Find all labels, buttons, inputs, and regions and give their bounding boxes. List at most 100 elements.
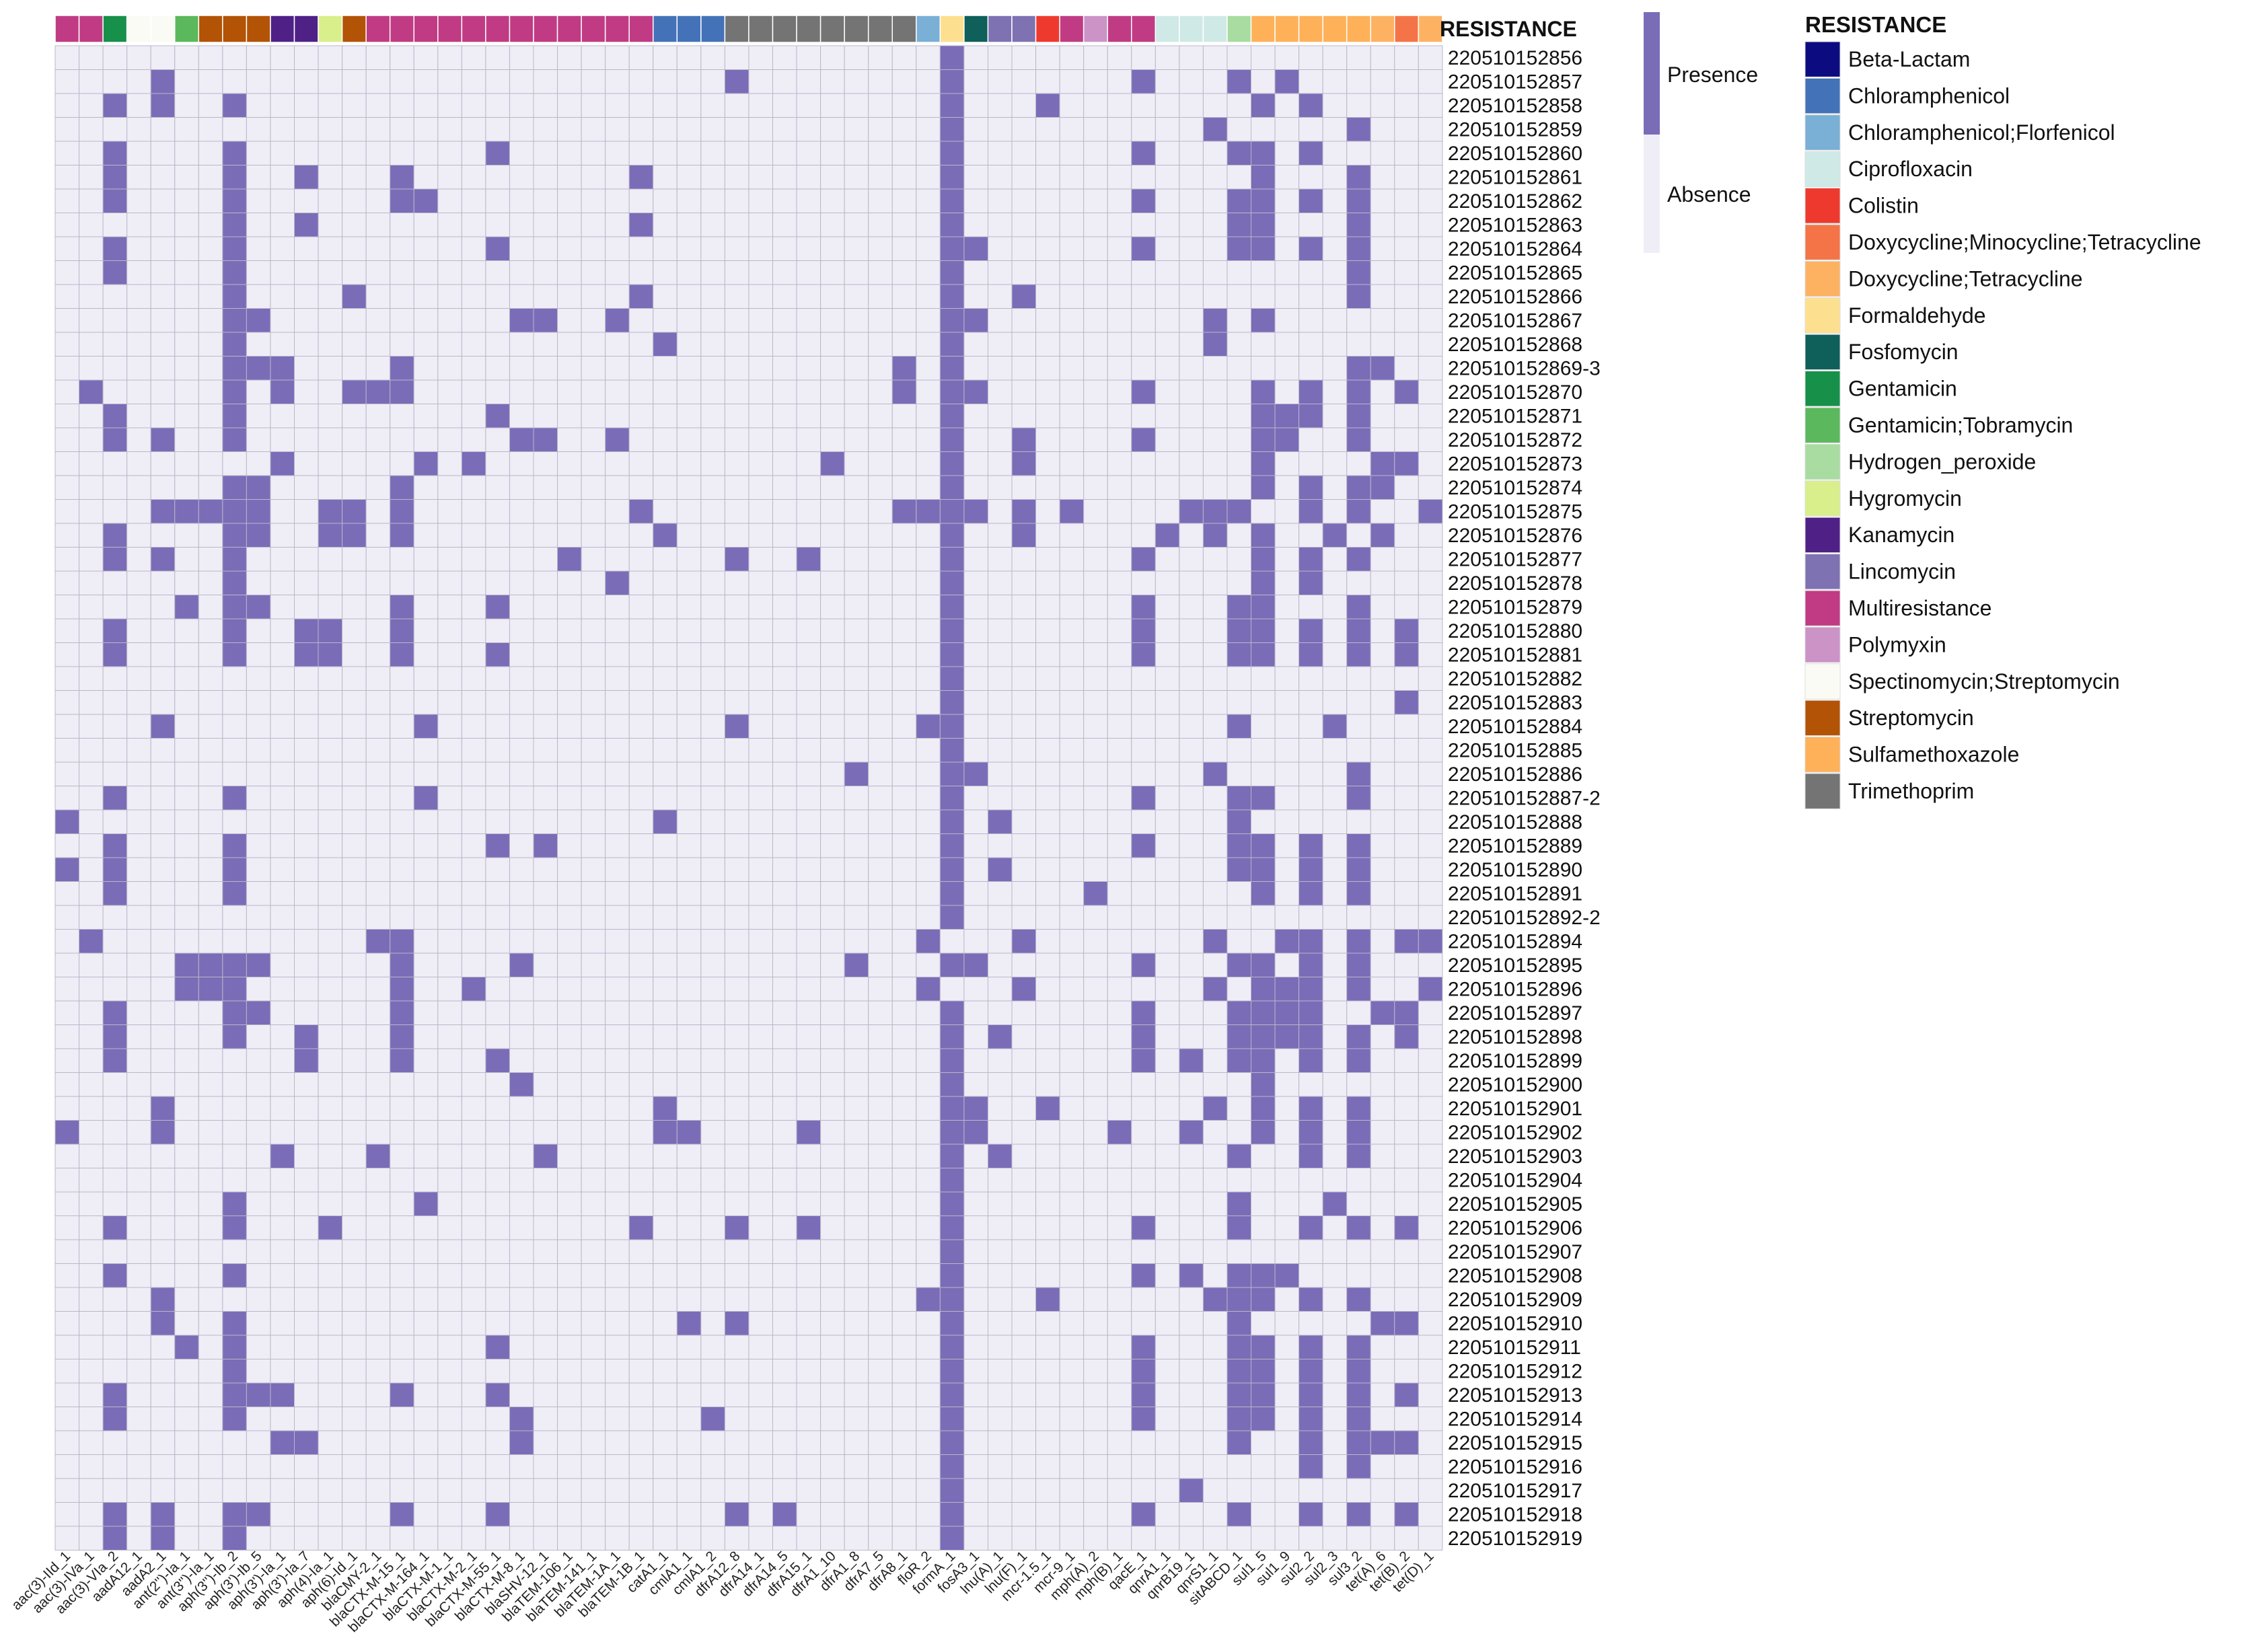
heatmap-cell-absence [150, 1478, 176, 1503]
heatmap-cell-absence [891, 1287, 917, 1312]
heatmap-cell-absence [1059, 977, 1085, 1002]
heatmap-cell-absence [126, 332, 151, 357]
heatmap-cell-absence [1418, 379, 1443, 404]
heatmap-cell-absence [987, 1215, 1013, 1240]
heatmap-cell-absence [126, 809, 151, 834]
heatmap-cell-presence [1251, 1359, 1276, 1384]
heatmap-cell-absence [868, 1191, 893, 1216]
heatmap-cell-absence [365, 1359, 391, 1384]
row-label: 220510152896 [1448, 978, 1582, 1000]
heatmap-cell-absence [557, 379, 582, 404]
heatmap-cell-absence [772, 356, 797, 381]
heatmap-cell-absence [1202, 213, 1228, 237]
heatmap-cell-presence [222, 1311, 247, 1336]
heatmap-cell-absence [653, 738, 678, 763]
heatmap-cell-absence [342, 666, 367, 691]
legend-swatch [1804, 773, 1841, 809]
heatmap-cell-absence [413, 1382, 439, 1407]
heatmap-cell-absence [174, 1120, 199, 1145]
heatmap-cell-absence [198, 523, 223, 548]
heatmap-cell-presence [1227, 1000, 1251, 1025]
heatmap-cell-absence [724, 642, 749, 667]
heatmap-cell-absence [150, 1215, 176, 1240]
heatmap-cell-absence [820, 332, 845, 357]
heatmap-cell-absence [533, 905, 558, 930]
heatmap-cell-absence [1322, 1311, 1348, 1336]
heatmap-cell-absence [796, 595, 821, 620]
heatmap-cell-absence [126, 93, 151, 118]
heatmap-cell-absence [628, 547, 654, 572]
heatmap-cell-presence [246, 1382, 271, 1407]
heatmap-cell-absence [868, 1430, 893, 1455]
heatmap-cell-absence [1155, 499, 1180, 524]
heatmap-cell-absence [1035, 786, 1060, 811]
heatmap-cell-absence [1131, 570, 1156, 595]
heatmap-cell-absence [461, 761, 486, 786]
heatmap-cell-absence [390, 1168, 414, 1193]
heatmap-cell-absence [1322, 1502, 1348, 1527]
heatmap-cell-presence [150, 1311, 176, 1336]
heatmap-cell-absence [198, 833, 223, 858]
heatmap-cell-absence [54, 1478, 80, 1503]
heatmap-cell-presence [1346, 618, 1371, 643]
heatmap-cell-presence [222, 618, 247, 643]
heatmap-cell-presence [222, 547, 247, 572]
heatmap-cell-absence [1035, 833, 1060, 858]
heatmap-cell-presence [79, 929, 104, 954]
legend-label: Trimethoprim [1848, 779, 1974, 803]
heatmap-cell-absence [270, 833, 295, 858]
heatmap-cell-absence [1107, 881, 1132, 906]
heatmap-cell-absence [461, 1287, 486, 1312]
heatmap-cell-absence [1131, 1168, 1156, 1193]
heatmap-cell-absence [676, 213, 702, 237]
heatmap-cell-absence [1083, 809, 1108, 834]
heatmap-cell-presence [1227, 1287, 1251, 1312]
heatmap-cell-absence [365, 1382, 391, 1407]
heatmap-cell-absence [700, 1359, 725, 1384]
heatmap-cell-absence [676, 475, 702, 500]
heatmap-cell-absence [891, 1335, 917, 1359]
heatmap-cell-absence [748, 69, 773, 94]
row-label: 220510152868 [1448, 334, 1582, 356]
heatmap-cell-absence [1035, 332, 1060, 357]
row-label: 220510152905 [1448, 1193, 1582, 1215]
heatmap-cell-absence [198, 404, 223, 428]
heatmap-cell-absence [1179, 165, 1204, 190]
heatmap-cell-absence [150, 45, 176, 70]
heatmap-cell-absence [1322, 188, 1348, 213]
heatmap-cell-absence [605, 642, 630, 667]
heatmap-cell-absence [987, 690, 1013, 715]
heatmap-cell-absence [485, 929, 510, 954]
heatmap-cell-absence [437, 690, 462, 715]
heatmap-cell-absence [700, 1072, 725, 1097]
heatmap-cell-absence [891, 714, 917, 739]
heatmap-cell-absence [772, 1215, 797, 1240]
heatmap-cell-absence [605, 1287, 630, 1312]
heatmap-cell-absence [437, 881, 462, 906]
heatmap-cell-presence [1298, 833, 1323, 858]
heatmap-cell-absence [581, 1263, 606, 1288]
heatmap-cell-absence [820, 905, 845, 930]
heatmap-cell-absence [198, 905, 223, 930]
heatmap-cell-absence [987, 570, 1013, 595]
row-label: 220510152886 [1448, 763, 1582, 786]
heatmap-cell-absence [868, 1287, 893, 1312]
heatmap-cell-absence [246, 332, 271, 357]
heatmap-cell-absence [1394, 570, 1419, 595]
annotation-cell [891, 15, 917, 43]
heatmap-cell-presence [1251, 475, 1276, 500]
heatmap-cell-absence [557, 595, 582, 620]
heatmap-cell-absence [342, 1430, 367, 1455]
heatmap-cell-absence [1418, 308, 1443, 333]
heatmap-cell-presence [222, 356, 247, 381]
heatmap-cell-absence [150, 881, 176, 906]
heatmap-cell-absence [748, 642, 773, 667]
heatmap-cell-absence [1035, 1072, 1060, 1097]
heatmap-cell-absence [318, 1191, 343, 1216]
heatmap-cell-absence [318, 1239, 343, 1264]
heatmap-cell-absence [1083, 547, 1108, 572]
heatmap-cell-presence [246, 952, 271, 977]
heatmap-cell-absence [891, 404, 917, 428]
heatmap-cell-absence [628, 93, 654, 118]
heatmap-cell-absence [772, 881, 797, 906]
